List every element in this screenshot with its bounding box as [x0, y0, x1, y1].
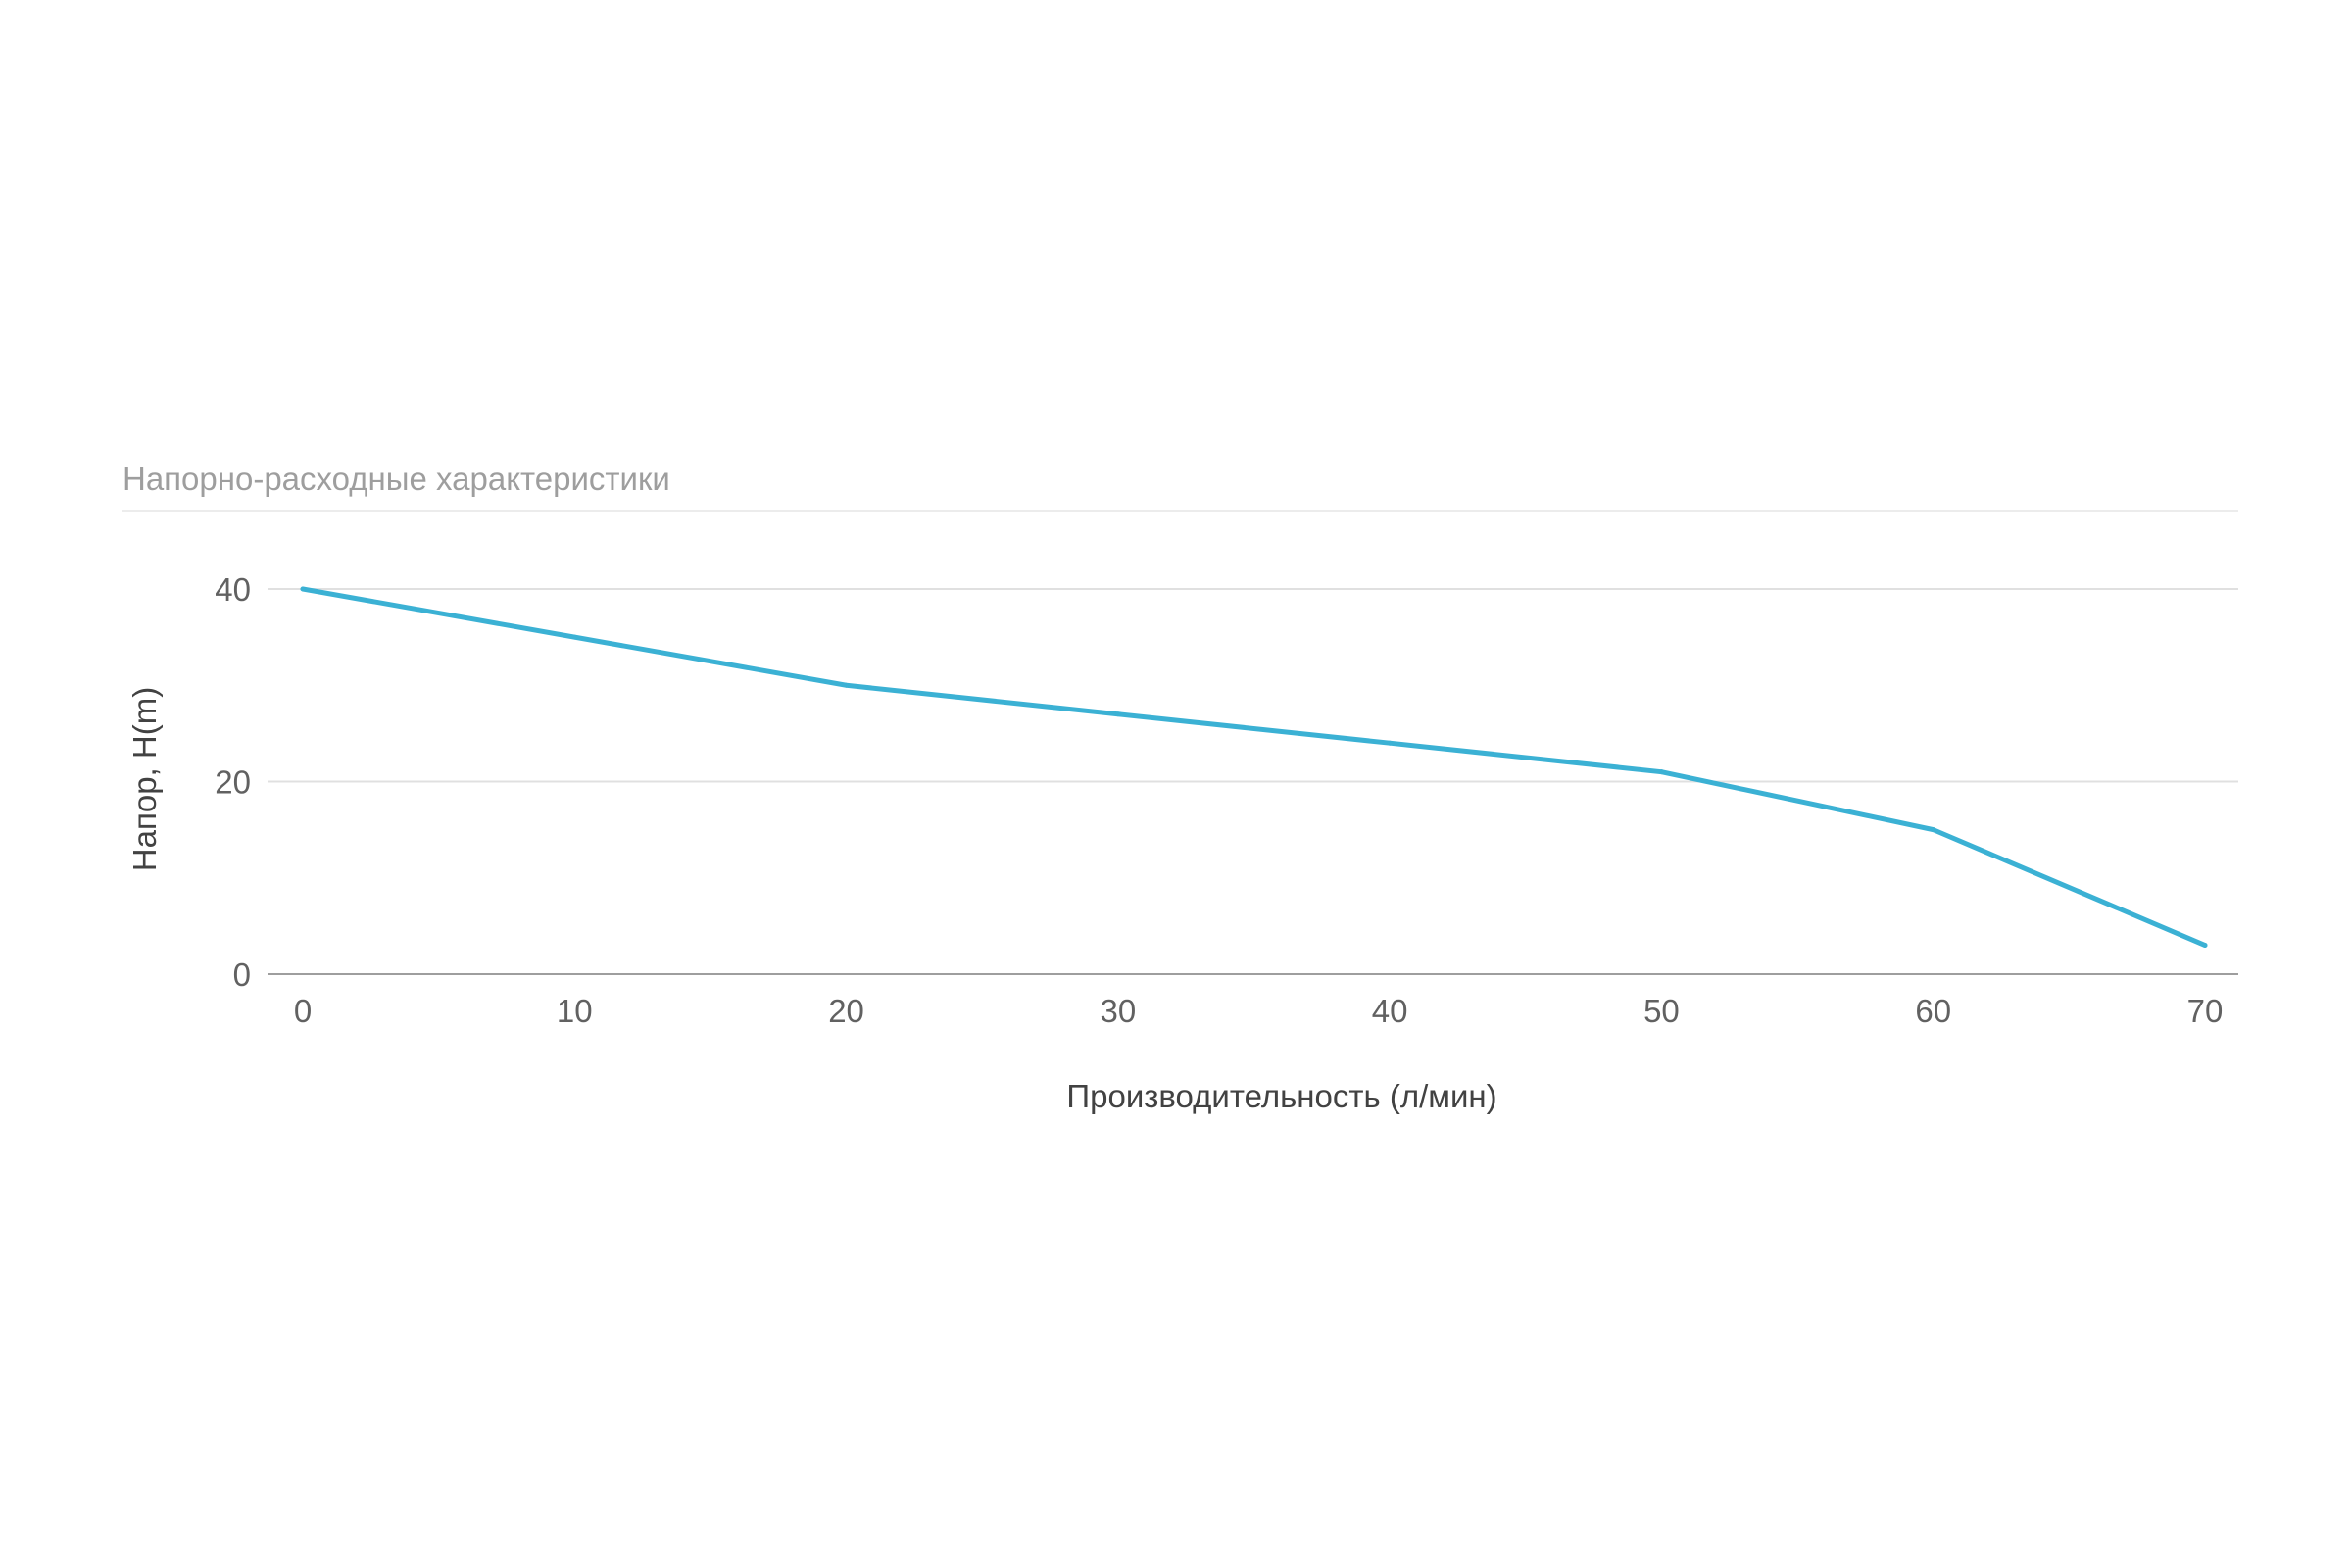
x-tick-label: 0 — [294, 993, 312, 1029]
x-axis-ticks: 0 10 20 30 40 50 60 70 — [294, 993, 2224, 1029]
y-tick-label: 0 — [233, 956, 251, 993]
series-layer — [300, 586, 2208, 949]
series-line-0 — [300, 586, 2208, 949]
x-tick-label: 70 — [2187, 993, 2224, 1029]
data-point — [571, 634, 577, 640]
x-tick-label: 40 — [1372, 993, 1408, 1029]
data-point — [1115, 711, 1121, 717]
data-point — [1387, 740, 1393, 746]
x-tick-label: 30 — [1100, 993, 1136, 1029]
y-axis-label: Напор, H(m) — [126, 687, 163, 871]
y-axis-ticks: 0 20 40 — [215, 571, 251, 993]
y-tick-label: 20 — [215, 764, 251, 801]
x-tick-label: 20 — [828, 993, 864, 1029]
data-point — [1658, 769, 1664, 775]
x-tick-label: 60 — [1915, 993, 1951, 1029]
x-axis-label: Производительность (л/мин) — [1066, 1078, 1496, 1114]
data-point — [300, 586, 306, 592]
x-tick-label: 50 — [1643, 993, 1680, 1029]
grid-lines — [268, 588, 2238, 975]
chart-title: Напорно-расходные характеристики — [122, 461, 670, 497]
data-point — [1931, 827, 1936, 833]
y-tick-label: 40 — [215, 571, 251, 608]
data-point — [844, 682, 850, 688]
data-point — [2202, 943, 2208, 949]
x-tick-label: 10 — [557, 993, 593, 1029]
